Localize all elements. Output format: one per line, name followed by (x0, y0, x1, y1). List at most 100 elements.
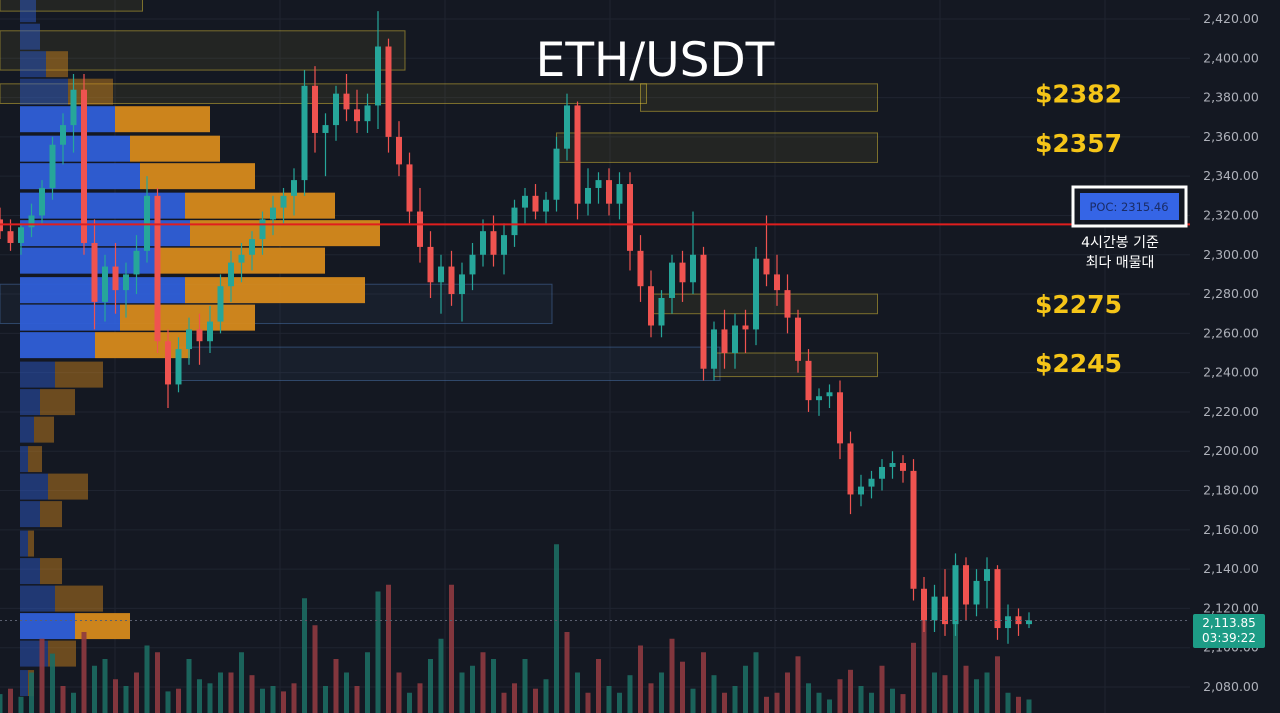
volume-bar (690, 688, 696, 713)
volume-bar (344, 672, 349, 713)
candle (217, 274, 224, 334)
candle-body (774, 274, 780, 291)
candle-body (175, 349, 182, 385)
candle (469, 242, 476, 291)
volume-bar (186, 659, 192, 713)
volume-bar (375, 591, 381, 713)
volume-bar (795, 656, 801, 713)
candle (942, 569, 948, 636)
zone-box (0, 0, 143, 12)
volume-bar (554, 544, 559, 713)
candle (81, 74, 87, 255)
volume-bar (564, 632, 570, 713)
volume-bar (512, 683, 517, 713)
candle (952, 553, 959, 636)
volume-bar (29, 672, 34, 713)
volume-bar (659, 672, 664, 713)
candle-body (280, 195, 287, 208)
price-tick-label: 2,080.00 (1203, 679, 1259, 694)
volume-bar (669, 638, 675, 713)
candle (375, 11, 381, 130)
vp-buy-bar (20, 613, 75, 640)
candle-body (732, 325, 738, 353)
candle-body (459, 274, 465, 295)
candle-body (816, 396, 822, 401)
price-tick-label: 2,400.00 (1203, 50, 1259, 65)
price-tick-label: 2,360.00 (1203, 129, 1259, 144)
candle-body (1005, 616, 1011, 629)
candle-body (217, 286, 224, 322)
candle-body (228, 262, 234, 287)
candle-body (679, 262, 686, 283)
candle-body (144, 195, 150, 251)
candle (70, 74, 77, 153)
candle (774, 254, 780, 306)
volume-bar (323, 686, 328, 713)
volume-bar (18, 696, 24, 713)
volume-bar (701, 652, 706, 713)
candle-body (658, 297, 665, 326)
candle (123, 262, 129, 318)
volume-bar (858, 686, 864, 713)
candle (406, 152, 413, 224)
candle-body (165, 341, 171, 385)
candle (438, 254, 444, 314)
candle-body (942, 596, 948, 625)
candlesticks[interactable] (0, 11, 1032, 644)
vp-buy-bar (20, 361, 55, 388)
candle-body (396, 136, 402, 165)
vp-sell-bar (40, 389, 75, 416)
candle (165, 329, 171, 409)
candle (648, 270, 654, 338)
candle-body (364, 105, 371, 122)
volume-bar (144, 645, 150, 713)
vp-buy-bar (20, 585, 55, 612)
volume-bar (953, 584, 958, 713)
candle (396, 121, 402, 177)
volume-bar (228, 672, 234, 713)
candle (900, 455, 906, 483)
candle (973, 569, 980, 617)
candle-body (616, 184, 623, 204)
candle-body (837, 392, 843, 444)
candle-body (574, 105, 581, 204)
vp-sell-bar (130, 135, 220, 162)
candle-body (910, 470, 917, 589)
candle (312, 66, 318, 153)
candle-body (826, 392, 833, 397)
volume-bar (942, 675, 948, 713)
volume-bar (281, 691, 286, 713)
candle (721, 309, 728, 369)
candle-body (501, 235, 507, 255)
volume-bar (995, 656, 1000, 713)
zone-box (0, 83, 647, 104)
candle-body (606, 180, 612, 204)
candle-body (7, 231, 14, 243)
candle-body (49, 144, 56, 188)
candle-body (81, 89, 87, 243)
volume-bar (134, 672, 139, 713)
candle (1015, 608, 1022, 636)
candle (39, 180, 45, 224)
vp-sell-bar (40, 501, 62, 528)
candle (931, 584, 938, 632)
candle-body (994, 569, 1001, 629)
candle-body (291, 180, 297, 196)
volume-bar (932, 672, 937, 713)
price-tick-label: 2,340.00 (1203, 168, 1259, 183)
volume-bar (39, 638, 45, 713)
volume-bar (585, 692, 591, 713)
candle-body (490, 231, 497, 255)
candle (889, 451, 896, 479)
volume-bar (827, 699, 832, 713)
candle (553, 136, 560, 212)
volume-bar (249, 675, 255, 713)
candle-body (879, 466, 885, 479)
candle-body (921, 588, 927, 621)
candle-body (186, 329, 192, 350)
candle-body (763, 258, 770, 275)
current-price-tag: 2,113.85 03:39:22 (1193, 614, 1265, 648)
candle-body (123, 274, 129, 291)
candle (343, 74, 350, 122)
